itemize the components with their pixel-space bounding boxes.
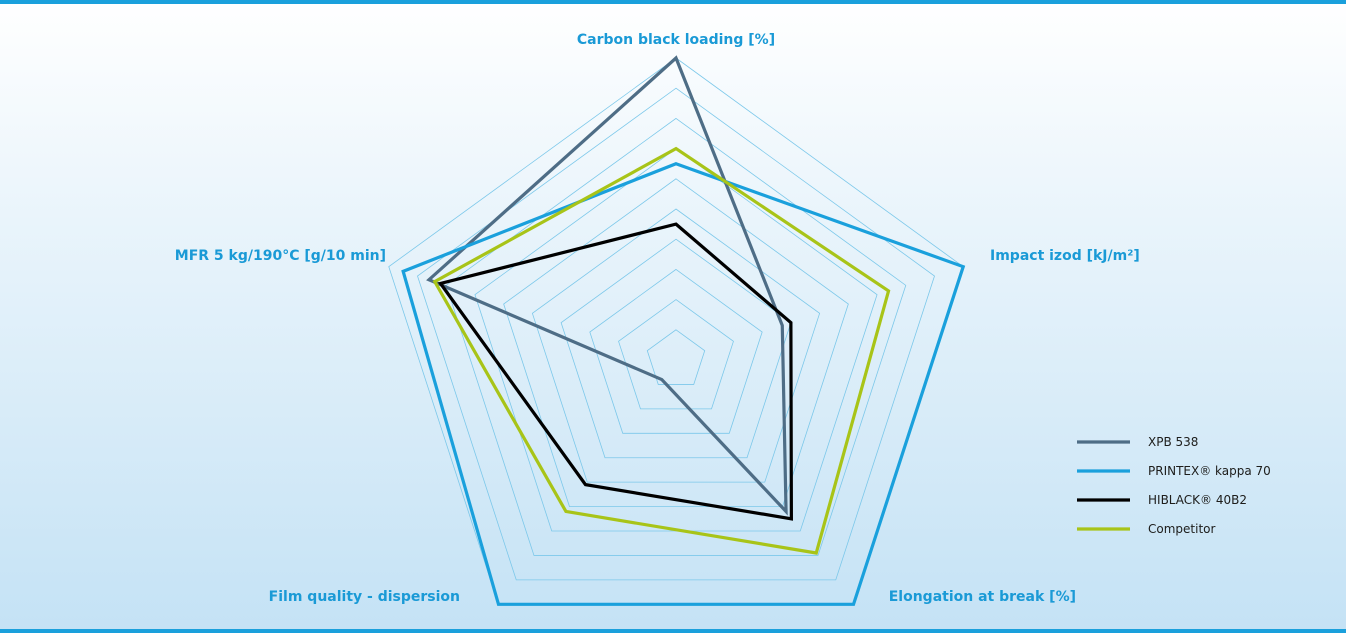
grid-ring-9 [417, 87, 935, 581]
grid-ring-5 [531, 208, 821, 483]
axis-label-2: Elongation at break [%] [889, 589, 1076, 605]
series-line-0 [426, 55, 788, 516]
legend-label-1: PRINTEX® kappa 70 [1148, 464, 1271, 478]
axis-label-1: Impact izod [kJ/m²] [990, 248, 1140, 264]
grid-ring-8 [445, 117, 907, 556]
grid-ring-2 [618, 299, 734, 410]
top-rule [0, 0, 1346, 4]
series-line-2 [437, 222, 793, 521]
legend-label-2: HIBLACK® 40B2 [1148, 493, 1247, 507]
grid-ring-4 [560, 238, 792, 459]
axis-label-0: Carbon black loading [%] [577, 32, 775, 48]
axis-label-4: MFR 5 kg/190°C [g/10 min] [175, 248, 386, 264]
grid-ring-3 [589, 268, 763, 434]
legend-label-3: Competitor [1148, 522, 1215, 536]
grid-ring-6 [503, 178, 849, 507]
legend-label-0: XPB 538 [1148, 435, 1198, 449]
bottom-rule [0, 629, 1346, 633]
series-line-3 [432, 146, 891, 555]
axis-label-3: Film quality - dispersion [269, 589, 460, 605]
series-line-1 [401, 161, 966, 606]
grid-ring-1 [646, 329, 706, 385]
grid-ring-7 [474, 148, 878, 532]
